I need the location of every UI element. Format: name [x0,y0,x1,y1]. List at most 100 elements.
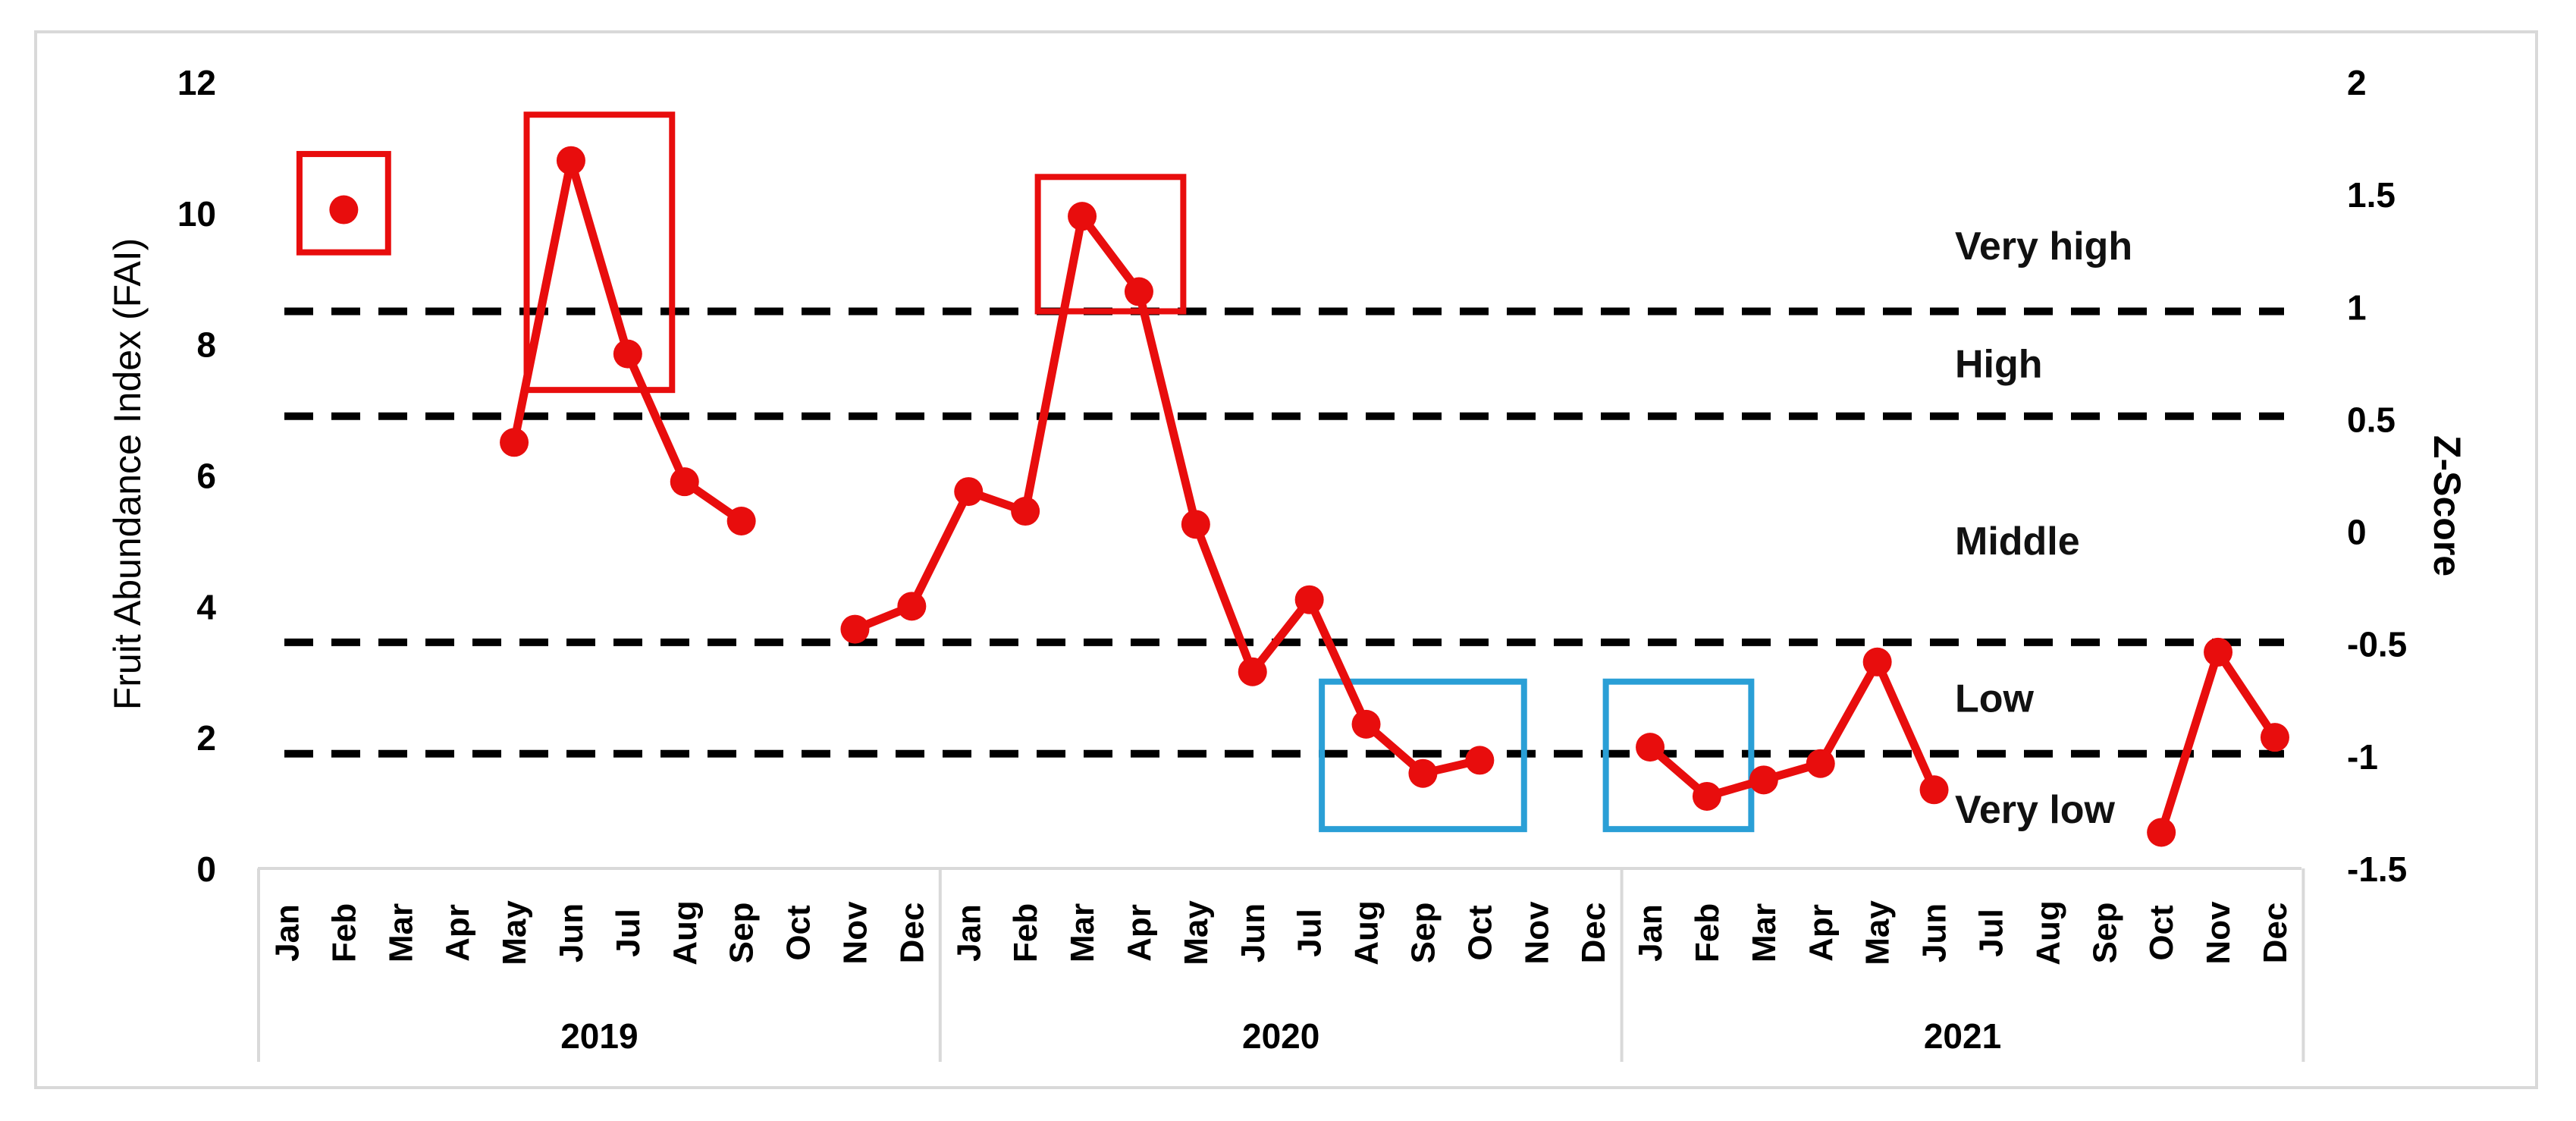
series-line-segment [623,350,689,486]
x-tick-label: Mar [1064,903,1101,962]
x-tick-label: Sep [723,903,761,964]
data-point [1238,657,1267,686]
y-tick-label: 10 [177,194,216,234]
series-line-segment [1816,658,1882,768]
data-point [2147,818,2176,847]
x-tick-label: Sep [1404,903,1442,964]
y2-tick-label: -1 [2347,737,2378,777]
box-red-jun-jul-2019 [523,111,676,394]
x-tick-label: Aug [2029,900,2066,966]
series-line-segment [2157,648,2223,837]
data-point [1636,733,1665,762]
x-tick-label: Apr [439,904,476,962]
x-tick-label: Nov [2200,901,2237,965]
data-point [1294,585,1324,614]
x-tick-label: Mar [382,903,419,962]
series-line-segment [907,487,973,611]
y2-tick-label: -0.5 [2347,625,2407,664]
data-point [1124,277,1153,306]
x-year-label: 2021 [1924,1016,2001,1056]
x-tick-label: Jan [950,904,987,962]
x-tick-label: May [496,900,533,966]
x-tick-label: Jun [1916,903,1953,962]
y-tick-label: 0 [196,849,216,889]
x-tick-label: Oct [1461,905,1498,961]
x-year-label: 2019 [560,1016,638,1056]
fai-series [329,146,2289,847]
band-label-high: High [1955,343,2043,387]
y2-tick-label: 2 [2347,63,2367,102]
axes [257,867,2305,1062]
x-tick-label: Apr [1121,904,1158,962]
x-tick-label: May [1859,900,1897,966]
series-line-segment [1191,520,1257,677]
data-point [1408,758,1438,788]
data-point [897,592,927,621]
data-point [500,428,529,457]
data-point [556,146,585,175]
data-point [1862,647,1892,677]
series-line-segment [2214,648,2279,742]
x-tick-label: Aug [1348,900,1385,966]
highlight-boxes [296,111,1755,833]
band-label-middle: Middle [1955,520,2080,564]
x-tick-label: Jul [1972,909,2010,957]
data-point [1465,746,1495,775]
series-line-segment [566,156,632,359]
data-point [2260,723,2289,752]
data-point [954,477,984,507]
x-tick-label: Feb [1007,903,1044,962]
data-point [840,614,870,644]
data-point [329,195,359,225]
y2-tick-label: 0 [2347,513,2367,552]
band-labels: Very high High Middle Low Very low [1955,225,2132,832]
series-line-segment [1078,212,1144,297]
x-tick-label: Dec [893,903,930,964]
y2-axis-title: Z-Score [2426,435,2468,576]
data-point [1068,202,1097,231]
data-point [1692,781,1721,811]
band-label-low: Low [1955,677,2035,721]
x-tick-label: Feb [1689,903,1726,962]
x-tick-label: Feb [325,903,362,962]
data-point [1749,765,1778,795]
data-point [1806,749,1835,778]
x-tick-label: Mar [1746,903,1783,962]
y2-tick-label: 1 [2347,287,2367,327]
x-tick-label: Jul [1291,909,1329,957]
box-red-mar-apr-2020 [1034,174,1187,315]
x-tick-label: Oct [780,905,817,961]
y-tick-label: 2 [196,718,216,758]
x-tick-label: Dec [2257,903,2294,964]
series-line-segment [1305,595,1371,729]
data-point [1181,510,1210,539]
plot-border [34,30,2538,1089]
y-tick-label: 4 [196,587,216,626]
tick-labels: 0 2 4 6 8 10 12 -1.5 -1 -0.5 0 0.5 1 1.5 2 Jan Feb Mar Apr… [177,63,2407,1056]
data-point [1011,497,1040,526]
x-tick-label: Apr [1803,904,1840,962]
data-point [726,506,756,535]
series-line-segment [1248,595,1314,677]
y-tick-label: 12 [177,63,216,102]
series-line-segment [510,156,576,447]
x-tick-label: Aug [667,900,704,966]
x-tick-label: Dec [1575,903,1612,964]
series-line-segment [1021,212,1087,516]
box-red-feb-2019 [296,151,391,256]
y-axis-title: Fruit Abundance Index (FAI) [106,238,149,711]
x-tick-label: Jul [610,909,647,957]
x-tick-label: Nov [836,901,874,965]
data-point [670,467,699,497]
data-point [613,339,642,369]
x-tick-label: Nov [1518,901,1555,965]
series-line-segment [1873,658,1939,794]
x-year-label: 2020 [1242,1016,1319,1056]
series-line-segment [1134,287,1200,529]
data-point [2204,637,2233,667]
y-tick-label: 8 [196,325,216,365]
box-blue-jan-feb-2021 [1602,678,1755,833]
x-tick-label: Jun [553,903,590,962]
